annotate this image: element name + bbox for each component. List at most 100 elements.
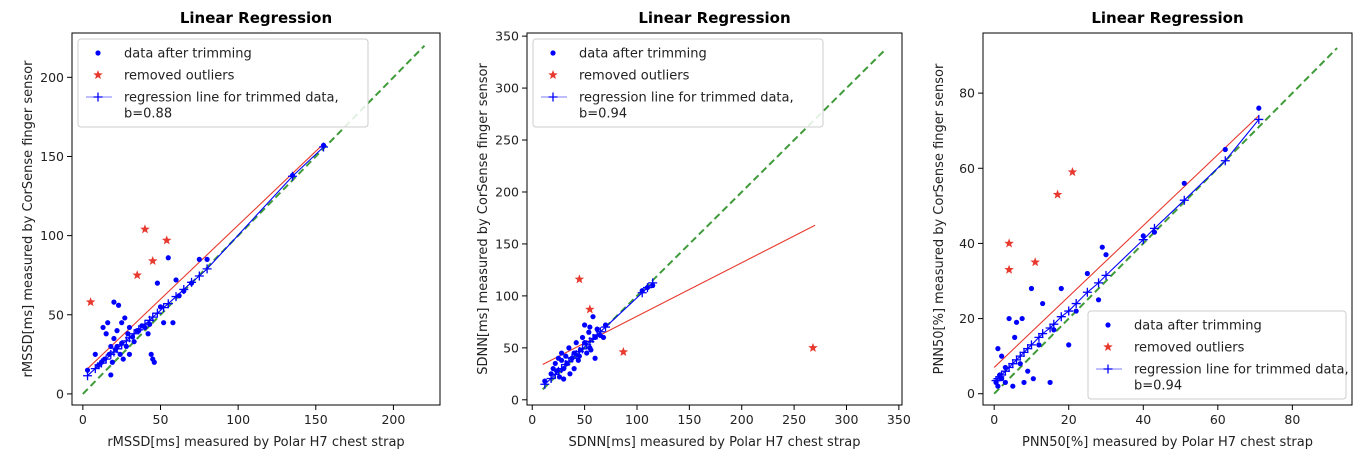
data-point bbox=[571, 350, 577, 356]
data-point bbox=[131, 339, 137, 345]
chart-title: Linear Regression bbox=[1091, 9, 1243, 27]
legend: data after trimming removed outliers regre… bbox=[532, 38, 824, 128]
regression-point bbox=[1049, 319, 1059, 329]
y-tick-label: 50 bbox=[503, 340, 519, 355]
x-tick-label: 0 bbox=[990, 412, 998, 427]
data-point bbox=[188, 280, 195, 286]
data-point bbox=[122, 315, 128, 321]
regression-point bbox=[202, 264, 212, 274]
regression-point bbox=[1179, 195, 1189, 205]
data-point bbox=[114, 343, 120, 350]
legend-label: b=0.94 bbox=[579, 107, 627, 122]
data-point bbox=[136, 328, 142, 334]
data-point bbox=[554, 368, 560, 374]
regression-point bbox=[148, 312, 158, 322]
x-tick-label: 200 bbox=[730, 412, 754, 427]
data-point bbox=[120, 356, 126, 362]
legend-marker bbox=[1103, 342, 1113, 352]
data-point bbox=[548, 371, 554, 377]
y-tick-label: 200 bbox=[495, 184, 519, 199]
x-axis-label: SDNN[ms] measured by Polar H7 chest stra… bbox=[569, 435, 861, 450]
data-point bbox=[564, 360, 570, 367]
x-axis-label: rMSSD[ms] measured by Polar H7 chest str… bbox=[107, 435, 404, 450]
data-point bbox=[114, 328, 120, 334]
x-tick-label: 100 bbox=[226, 412, 250, 427]
outlier-point bbox=[808, 342, 818, 352]
data-point bbox=[550, 366, 556, 372]
data-point bbox=[145, 331, 151, 337]
data-point bbox=[108, 343, 114, 350]
data-point bbox=[639, 288, 645, 294]
all-data-regression-line bbox=[85, 143, 324, 371]
data-point bbox=[142, 324, 148, 331]
data-point bbox=[100, 324, 106, 331]
legend-marker bbox=[550, 50, 556, 56]
regression-point bbox=[194, 271, 204, 281]
x-tick-label: 0 bbox=[528, 412, 536, 427]
identity-line bbox=[993, 47, 1338, 395]
y-tick-label: 0 bbox=[56, 386, 64, 401]
outlier-point bbox=[147, 255, 158, 265]
data-point bbox=[115, 302, 122, 308]
regression-point bbox=[1012, 355, 1022, 365]
y-tick-label: 150 bbox=[495, 236, 519, 251]
data-point bbox=[600, 334, 607, 341]
y-tick-label: 100 bbox=[495, 288, 519, 303]
data-point bbox=[1103, 252, 1109, 258]
data-point bbox=[106, 351, 112, 357]
data-point bbox=[563, 353, 569, 359]
x-tick-label: 80 bbox=[1284, 412, 1300, 427]
data-point bbox=[1099, 244, 1105, 250]
legend-label: data after trimming bbox=[124, 47, 252, 62]
data-point bbox=[123, 343, 129, 350]
x-tick-label: 250 bbox=[782, 412, 806, 427]
data-point bbox=[995, 383, 1001, 389]
plot-data bbox=[991, 47, 1338, 395]
data-point bbox=[582, 322, 588, 328]
regression-point bbox=[1254, 114, 1264, 124]
outlier-point bbox=[1052, 189, 1063, 199]
axes-frame bbox=[526, 32, 903, 406]
data-point bbox=[556, 374, 563, 380]
regression-point bbox=[1071, 299, 1081, 309]
legend-marker bbox=[1105, 322, 1111, 328]
x-tick-label: 50 bbox=[153, 412, 169, 427]
legend-marker bbox=[1103, 364, 1113, 374]
y-tick-label: 350 bbox=[495, 29, 519, 44]
data-point bbox=[1013, 319, 1020, 325]
x-tick-label: 150 bbox=[677, 412, 701, 427]
data-point bbox=[1084, 270, 1090, 277]
data-point bbox=[111, 335, 117, 342]
data-point bbox=[999, 353, 1005, 359]
regression-point bbox=[163, 299, 173, 309]
data-point bbox=[1025, 368, 1031, 374]
y-tick-label: 0 bbox=[967, 386, 975, 401]
data-point bbox=[119, 340, 125, 346]
legend: data after trimming removed outliers regre… bbox=[77, 38, 369, 128]
legend-marker bbox=[93, 70, 103, 80]
axes-frame bbox=[982, 32, 1353, 406]
chart-panel-2: 0 50 100 150 200 250 300 350 0 50 100 150 200 250 300 3… bbox=[476, 9, 911, 450]
legend-box bbox=[77, 38, 369, 128]
data-point bbox=[129, 334, 136, 340]
data-point bbox=[117, 351, 123, 357]
data-point bbox=[566, 345, 572, 351]
y-axis-label: PNN50[%] measured by CorSense finger sen… bbox=[932, 63, 947, 374]
data-point bbox=[1095, 297, 1102, 303]
outlier-point bbox=[1004, 238, 1014, 248]
data-point bbox=[1222, 146, 1228, 153]
regression-point bbox=[1023, 344, 1033, 354]
data-point bbox=[108, 372, 114, 378]
x-tick-label: 300 bbox=[835, 412, 859, 427]
data-point bbox=[126, 324, 133, 331]
data-point bbox=[644, 284, 651, 291]
data-point bbox=[1028, 285, 1035, 292]
data-point bbox=[204, 256, 210, 262]
data-point bbox=[999, 376, 1005, 382]
data-point bbox=[584, 350, 590, 356]
data-point bbox=[577, 347, 584, 353]
x-tick-label: 0 bbox=[79, 412, 87, 427]
y-tick-label: 300 bbox=[495, 81, 519, 96]
